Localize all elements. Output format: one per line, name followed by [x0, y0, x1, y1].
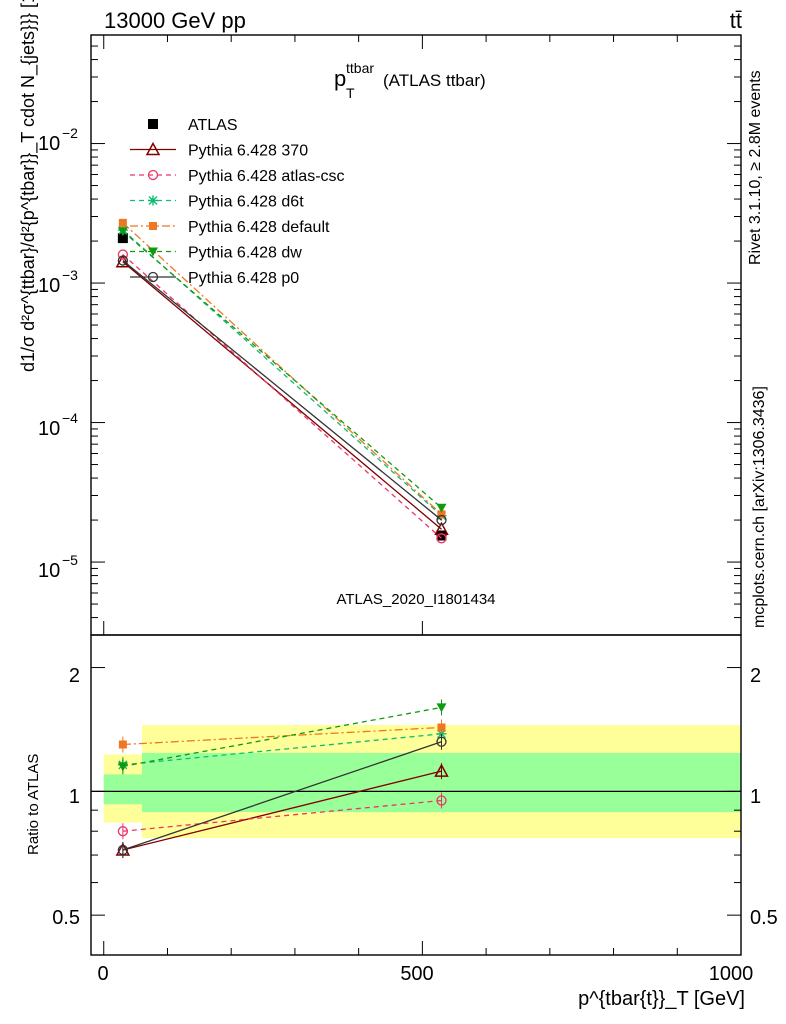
ytick-exp-1e-2: −2: [62, 125, 78, 141]
legend-label-p370: Pythia 6.428 370: [188, 143, 308, 160]
ratio-point-dw-1: [436, 703, 447, 713]
ytick-exp-1e-4: −4: [62, 410, 78, 426]
xtick-1000: 1000: [709, 963, 754, 985]
ratio-ytick-1-right: 1: [750, 786, 761, 808]
point-default-1: [437, 510, 446, 519]
xlabel: p^{tbar{t}}_T [GeV]: [578, 988, 745, 1010]
legend-label-d6t: Pythia 6.428 d6t: [188, 194, 304, 211]
ratio-point-dw-0: [117, 762, 128, 772]
header-left: 13000 GeV pp: [104, 8, 246, 33]
ratio-frame: [90, 634, 742, 956]
mcplots-label: mcplots.cern.ch [arXiv:1306.3436]: [751, 386, 768, 628]
legend-marker-p0: [147, 271, 159, 283]
title-suffix: (ATLAS ttbar): [383, 71, 486, 90]
point-atlascsc-0: [117, 249, 129, 260]
ratio-point-atlascsc-0: [117, 826, 129, 837]
ratio-ytick-2-right: 2: [750, 665, 761, 687]
ratio-ytick-labels: 0.5 1 2 0.5 1 2: [52, 665, 778, 929]
point-default-0: [118, 218, 127, 227]
ratio-series: [115, 699, 449, 859]
ytick-label-1e-5: 10: [38, 560, 60, 582]
ratio-point-p0-1: [436, 736, 447, 747]
legend-label-p0: Pythia 6.428 p0: [188, 270, 299, 287]
point-p0-0: [117, 255, 129, 266]
ratio-line-p0: [122, 741, 442, 851]
plot-title: p: [334, 66, 346, 91]
legend-marker-d6t: [148, 195, 158, 206]
legend-marker-dw: [148, 247, 158, 257]
title-sub: T: [346, 85, 355, 101]
watermark: ATLAS_2020_I1801434: [336, 591, 495, 608]
ratio-point-default-0: [118, 740, 127, 749]
line-p0: [122, 260, 442, 521]
ratio-ytick-2-left: 2: [69, 665, 80, 687]
line-p370: [122, 261, 442, 530]
rivet-label: Rivet 3.1.10, ≥ 2.8M events: [747, 70, 764, 265]
xtick-500: 500: [400, 963, 433, 985]
legend-marker-p370: [145, 141, 161, 156]
xtick-0: 0: [97, 963, 108, 985]
line-default: [122, 222, 442, 515]
legend-label-default: Pythia 6.428 default: [188, 219, 330, 236]
title-main: p: [334, 66, 346, 91]
ytick-label-1e-3: 10: [38, 275, 60, 297]
ytick-label-1e-4: 10: [38, 418, 60, 440]
ratio-line-dw: [122, 706, 442, 768]
ratio-line-default: [122, 726, 442, 746]
main-ytick-labels: 10 −5 10 −4 10 −3 10 −2: [38, 125, 78, 582]
legend-marker-default: [149, 222, 157, 230]
xtick-labels: 0 500 1000: [97, 963, 753, 985]
point-atlas-1: [436, 530, 447, 541]
point-p370-0: [115, 254, 131, 268]
ratio-point-atlascsc-1: [436, 795, 447, 806]
point-atlas-0: [117, 233, 128, 244]
legend-marker-atlascsc: [147, 169, 159, 181]
point-dw-1: [436, 503, 447, 513]
legend-label-atlascsc: Pythia 6.428 atlas-csc: [188, 168, 345, 185]
header-right: tt̄: [730, 8, 742, 33]
ratio-ytick-05-left: 0.5: [52, 907, 80, 929]
point-atlascsc-1: [436, 533, 447, 544]
axis-ticks: [91, 34, 742, 955]
top-ylabel: d1/σ d²σ^{ttbar}/d²{p^{tbar}}_T cdot N_{…: [18, 0, 39, 372]
ratio-ytick-1-left: 1: [69, 786, 80, 808]
ratio-point-p0-0: [117, 844, 129, 856]
band-inner-0: [103, 774, 142, 805]
point-p0-1: [436, 514, 447, 526]
legend-marker-atlas: [148, 119, 158, 129]
point-dw-0: [117, 227, 128, 237]
title-sup: ttbar: [346, 60, 374, 76]
line-dw: [122, 230, 442, 509]
line-atlascsc: [122, 254, 442, 539]
bottom-ylabel: Ratio to ATLAS: [25, 754, 42, 855]
legend: ATLAS Pythia 6.428 370 Pythia 6.428 atlas-…: [130, 117, 345, 287]
main-series: [115, 218, 449, 544]
ratio-point-p370-1: [434, 763, 449, 777]
ratio-point-default-1: [437, 723, 446, 732]
ratio-ytick-05-right: 0.5: [750, 907, 778, 929]
ytick-exp-1e-3: −3: [62, 267, 78, 283]
ratio-bands: [91, 724, 741, 839]
ratio-line-p370: [122, 770, 442, 851]
ytick-label-1e-2: 10: [38, 133, 60, 155]
legend-label-atlas: ATLAS: [188, 117, 238, 134]
ytick-exp-1e-5: −5: [62, 552, 78, 568]
legend-label-dw: Pythia 6.428 dw: [188, 245, 302, 262]
